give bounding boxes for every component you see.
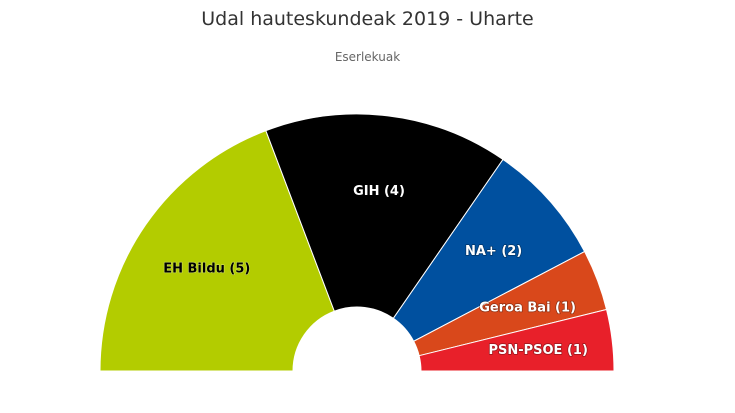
slice-label-eh-bildu: EH Bildu (5): [163, 261, 250, 276]
slice-na[interactable]: [392, 158, 586, 342]
chart-title: Udal hauteskundeak 2019 - Uharte: [201, 8, 534, 30]
slice-eh-bildu[interactable]: [99, 130, 335, 372]
chart-subtitle: Eserlekuak: [334, 50, 401, 64]
slice-label-psn-psoe: PSN-PSOE (1): [488, 343, 587, 358]
slice-label-na: NA+ (2): [465, 244, 522, 259]
slice-psn-psoe[interactable]: [418, 308, 615, 372]
slice-label-geroa-bai: Geroa Bai (1): [479, 300, 576, 315]
slice-label-gih: GIH (4): [353, 184, 405, 199]
slice-gih[interactable]: [265, 113, 504, 320]
